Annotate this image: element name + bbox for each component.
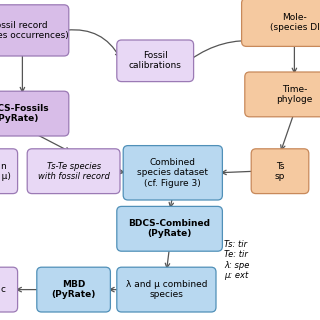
FancyBboxPatch shape xyxy=(37,267,110,312)
FancyBboxPatch shape xyxy=(0,5,69,56)
Text: c: c xyxy=(1,285,6,294)
FancyBboxPatch shape xyxy=(0,149,18,194)
FancyBboxPatch shape xyxy=(0,267,18,312)
Text: Ts: tir
Te: tir
λ: spe
μ: ext: Ts: tir Te: tir λ: spe μ: ext xyxy=(224,240,249,280)
Text: Time-
phyloge: Time- phyloge xyxy=(276,85,313,104)
Text: Ts-Te species
with fossil record: Ts-Te species with fossil record xyxy=(38,162,109,181)
Text: BDCS-Fossils
(PyRate): BDCS-Fossils (PyRate) xyxy=(0,104,49,123)
FancyBboxPatch shape xyxy=(0,91,69,136)
FancyBboxPatch shape xyxy=(117,206,222,251)
Text: Mole-
(species DI: Mole- (species DI xyxy=(269,13,319,32)
Text: Fossil record
(species occurrences): Fossil record (species occurrences) xyxy=(0,21,68,40)
Text: n
, μ): n , μ) xyxy=(0,162,11,181)
Text: Fossil
calibrations: Fossil calibrations xyxy=(129,51,182,70)
Text: Ts
sp: Ts sp xyxy=(275,162,285,181)
FancyBboxPatch shape xyxy=(117,267,216,312)
FancyBboxPatch shape xyxy=(123,146,222,200)
FancyBboxPatch shape xyxy=(27,149,120,194)
Text: BDCS-Combined
(PyRate): BDCS-Combined (PyRate) xyxy=(129,219,211,238)
FancyBboxPatch shape xyxy=(242,0,320,46)
FancyBboxPatch shape xyxy=(245,72,320,117)
Text: Combined
species dataset
(cf. Figure 3): Combined species dataset (cf. Figure 3) xyxy=(137,158,208,188)
FancyBboxPatch shape xyxy=(117,40,194,82)
Text: MBD
(PyRate): MBD (PyRate) xyxy=(52,280,96,299)
Text: λ and μ combined
species: λ and μ combined species xyxy=(126,280,207,299)
FancyBboxPatch shape xyxy=(251,149,309,194)
